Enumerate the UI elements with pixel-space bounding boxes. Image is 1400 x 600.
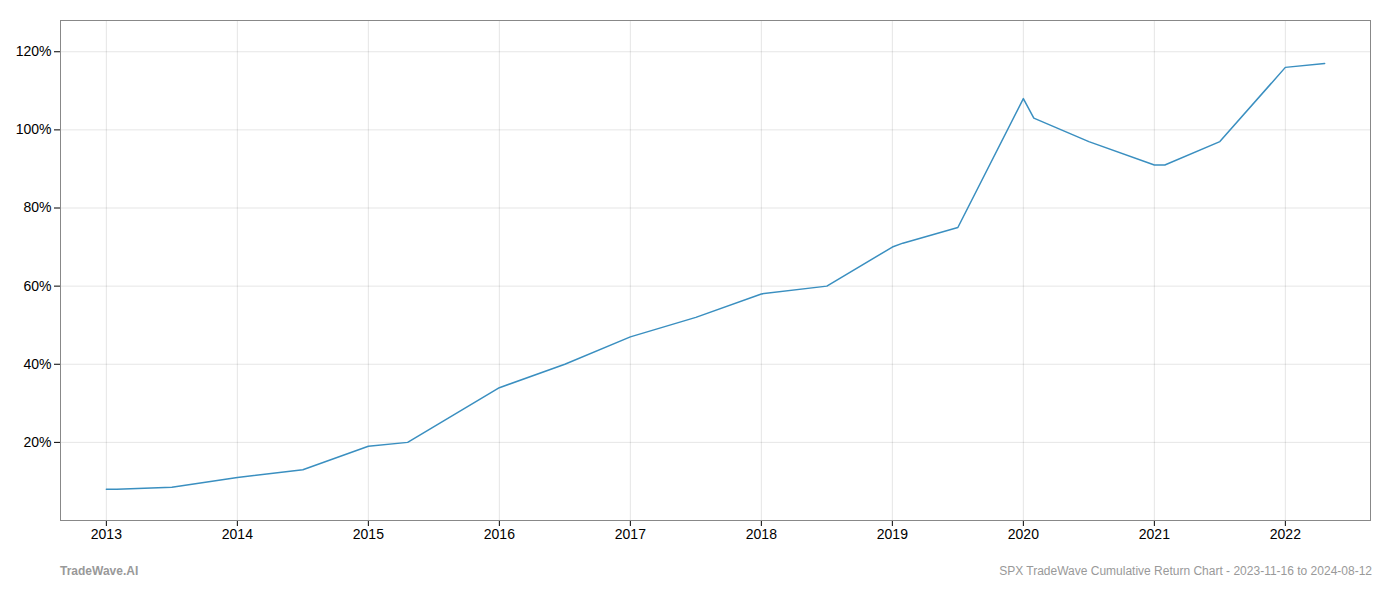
svg-text:2016: 2016 — [484, 526, 515, 542]
svg-text:80%: 80% — [23, 199, 51, 215]
svg-text:2015: 2015 — [353, 526, 384, 542]
svg-text:2019: 2019 — [877, 526, 908, 542]
svg-text:20%: 20% — [23, 434, 51, 450]
html-text:TradeWave.AI: TradeWave.AI — [60, 564, 139, 578]
svg-text:100%: 100% — [16, 121, 52, 137]
svg-text:2020: 2020 — [1008, 526, 1039, 542]
svg-text:2021: 2021 — [1139, 526, 1170, 542]
svg-text:2017: 2017 — [615, 526, 646, 542]
svg-text:2022: 2022 — [1270, 526, 1301, 542]
svg-text:2018: 2018 — [746, 526, 777, 542]
html-text:SPX TradeWave Cumulative Retur: SPX TradeWave Cumulative Return Chart - … — [999, 564, 1372, 578]
svg-text:60%: 60% — [23, 278, 51, 294]
svg-text:2014: 2014 — [222, 526, 253, 542]
svg-text:120%: 120% — [16, 43, 52, 59]
svg-text:2013: 2013 — [91, 526, 122, 542]
svg-text:40%: 40% — [23, 356, 51, 372]
